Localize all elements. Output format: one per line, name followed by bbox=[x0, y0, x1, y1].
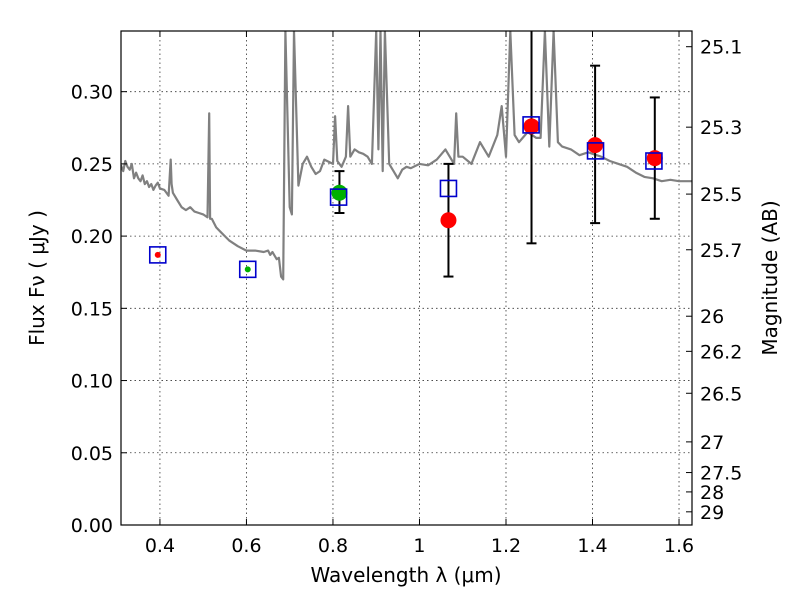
x-axis-title: Wavelength λ (μm) bbox=[310, 563, 501, 587]
y-tick-label: 0.05 bbox=[71, 443, 113, 465]
y-tick-label: 0.30 bbox=[71, 82, 113, 104]
mag-tick-label: 25.5 bbox=[700, 184, 742, 206]
plot-area bbox=[121, 31, 692, 525]
mag-tick-label: 26.5 bbox=[700, 383, 742, 405]
model-point bbox=[439, 179, 458, 198]
observed-point bbox=[154, 251, 161, 258]
observed-point bbox=[331, 184, 348, 201]
axes-ticks: 0.4 0.6 0.8 1 1.2 1.4 1.6 0.00 0.05 0.10 0.15 0.20 0… bbox=[71, 31, 742, 557]
model-point bbox=[148, 246, 167, 264]
observed-point bbox=[587, 137, 604, 154]
model-point bbox=[238, 260, 257, 279]
model-point bbox=[522, 116, 540, 134]
right-axis-title: Magnitude (AB) bbox=[758, 200, 782, 355]
y-tick-label: 0.20 bbox=[71, 226, 113, 248]
y-tick-label: 0.10 bbox=[71, 371, 113, 393]
x-tick-label: 1 bbox=[413, 535, 425, 557]
observed-point bbox=[244, 266, 251, 273]
mag-tick-label: 25.3 bbox=[700, 117, 742, 139]
mag-tick-label: 25.1 bbox=[700, 37, 742, 59]
y-tick-label: 0.25 bbox=[71, 154, 113, 176]
data-layer bbox=[121, 31, 692, 281]
mag-tick-label: 27 bbox=[700, 432, 724, 454]
template-spectrum-line bbox=[121, 31, 692, 281]
x-tick-label: 1.6 bbox=[664, 535, 694, 557]
model-point bbox=[329, 188, 348, 206]
mag-tick-label: 29 bbox=[700, 502, 724, 524]
x-tick-label: 1.4 bbox=[577, 535, 607, 557]
x-tick-label: 0.4 bbox=[145, 535, 175, 557]
observed-point bbox=[523, 118, 540, 135]
y-axis-title: Flux Fν ( μJy ) bbox=[25, 210, 49, 346]
plot-frame bbox=[120, 30, 693, 526]
observed-point bbox=[440, 212, 457, 229]
mag-tick-label: 26.2 bbox=[700, 341, 742, 363]
y-tick-label: 0.15 bbox=[71, 298, 113, 320]
y-tick-label: 0.00 bbox=[71, 515, 113, 537]
mag-tick-label: 25.7 bbox=[700, 240, 742, 262]
observed-point bbox=[646, 150, 663, 167]
mag-tick-label: 27.5 bbox=[700, 463, 742, 485]
x-tick-label: 1.2 bbox=[491, 535, 521, 557]
mag-tick-label: 28 bbox=[700, 482, 724, 504]
model-point bbox=[586, 142, 605, 160]
model-point bbox=[645, 152, 663, 170]
mag-tick-label: 26 bbox=[700, 306, 724, 328]
x-tick-label: 0.8 bbox=[318, 535, 348, 557]
x-tick-label: 0.6 bbox=[231, 535, 261, 557]
